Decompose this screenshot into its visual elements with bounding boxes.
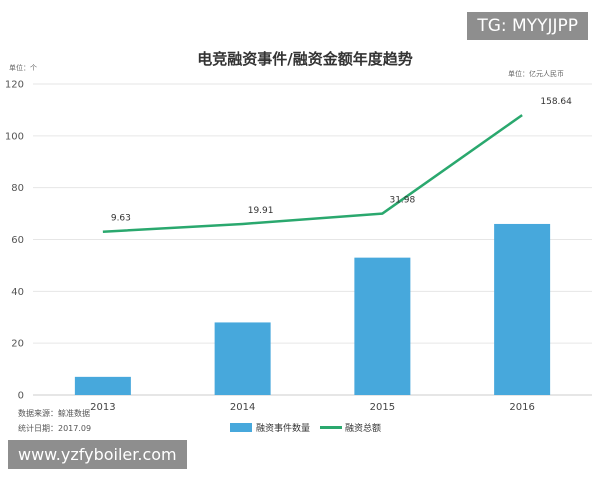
legend-line-label: 融资总额 bbox=[345, 422, 381, 434]
watermark-top: TG: MYYJJPP bbox=[467, 12, 588, 40]
line-path bbox=[102, 114, 523, 233]
y-tick-label: 0 bbox=[18, 391, 24, 402]
legend-bar-swatch bbox=[230, 423, 252, 432]
date-note: 统计日期：2017.09 bbox=[18, 423, 91, 433]
x-tick-label: 2015 bbox=[370, 402, 395, 413]
legend: 融资事件数量 融资总额 bbox=[230, 422, 381, 434]
watermark-bottom: www.yzfyboiler.com bbox=[8, 440, 187, 469]
x-tick-label: 2016 bbox=[509, 402, 534, 413]
right-unit-label: 单位：亿元人民币 bbox=[508, 69, 564, 78]
x-tick-label: 2013 bbox=[90, 402, 115, 413]
bar-2014 bbox=[214, 322, 271, 395]
bar-series bbox=[74, 223, 551, 395]
y-tick-label: 20 bbox=[11, 339, 24, 350]
y-tick-label: 100 bbox=[5, 131, 24, 142]
x-axis: 2013 2014 2015 2016 bbox=[90, 402, 535, 413]
x-tick-label: 2014 bbox=[230, 402, 255, 413]
data-label: 19.91 bbox=[248, 206, 274, 216]
data-label: 158.64 bbox=[540, 97, 572, 107]
data-label: 9.63 bbox=[111, 214, 131, 224]
y-tick-label: 80 bbox=[11, 183, 24, 194]
left-unit-label: 单位：个 bbox=[9, 63, 37, 72]
y-tick-label: 40 bbox=[11, 287, 24, 298]
gridlines bbox=[33, 83, 592, 396]
data-label: 31.98 bbox=[389, 196, 415, 206]
bar-2015 bbox=[354, 257, 411, 395]
source-note: 数据来源：鲸准数据 bbox=[18, 408, 90, 418]
chart-title: 电竞融资事件/融资金额年度趋势 bbox=[197, 50, 412, 68]
y-tick-label: 60 bbox=[11, 235, 24, 246]
y-axis: 0 20 40 60 80 100 120 bbox=[5, 80, 24, 402]
y-tick-label: 120 bbox=[5, 80, 24, 91]
line-series: 9.63 19.91 31.98 158.64 bbox=[102, 97, 572, 233]
legend-bar-label: 融资事件数量 bbox=[256, 422, 310, 434]
bar-2016 bbox=[494, 223, 551, 395]
bar-2013 bbox=[74, 376, 131, 395]
